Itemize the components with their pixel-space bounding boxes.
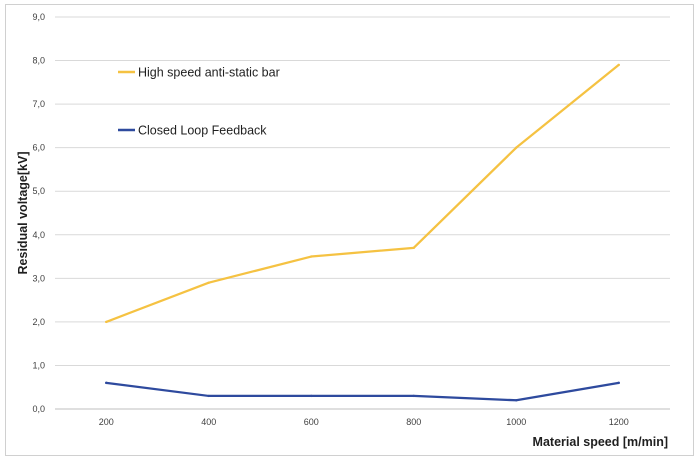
data-point [105,381,108,385]
y-tick-label: 5,0 [32,186,45,196]
data-point [207,394,210,398]
y-tick-label: 4,0 [32,230,45,240]
y-tick-label: 6,0 [32,143,45,153]
y-tick-label: 9,0 [32,12,45,22]
data-point [515,146,518,149]
x-tick-labels: 200 400 600 800 1000 1200 [99,417,629,427]
series-line-1 [105,63,620,324]
gridlines [55,16,670,410]
chart-frame [5,4,694,456]
legend-label: High speed anti-static bar [138,66,280,80]
data-point [515,399,518,402]
data-point [412,394,415,398]
series-line-2 [105,381,620,402]
data-point [105,320,108,324]
series-lines [105,63,620,402]
x-tick-label: 1000 [506,417,526,427]
y-tick-labels: 0,0 1,0 2,0 3,0 4,0 5,0 6,0 7,0 8,0 9,0 [32,12,45,414]
y-tick-label: 1,0 [32,360,45,370]
data-point [617,63,620,67]
data-point [207,281,210,284]
x-tick-label: 400 [201,417,216,427]
y-tick-label: 7,0 [32,99,45,109]
data-point [412,246,415,250]
data-point [617,381,620,385]
y-axis-title: Residual voltage[kV] [16,152,30,275]
y-tick-label: 8,0 [32,56,45,66]
x-tick-label: 1200 [609,417,629,427]
data-point [310,255,313,258]
y-tick-label: 3,0 [32,273,45,283]
x-tick-label: 200 [99,417,114,427]
y-tick-label: 2,0 [32,317,45,327]
x-axis-title: Material speed [m/min] [533,435,668,449]
legend: High speed anti-static bar Closed Loop Fe… [118,66,280,138]
x-tick-label: 600 [304,417,319,427]
legend-label: Closed Loop Feedback [138,124,267,138]
data-point [310,394,313,398]
y-tick-label: 0,0 [32,404,45,414]
x-tick-label: 800 [406,417,421,427]
